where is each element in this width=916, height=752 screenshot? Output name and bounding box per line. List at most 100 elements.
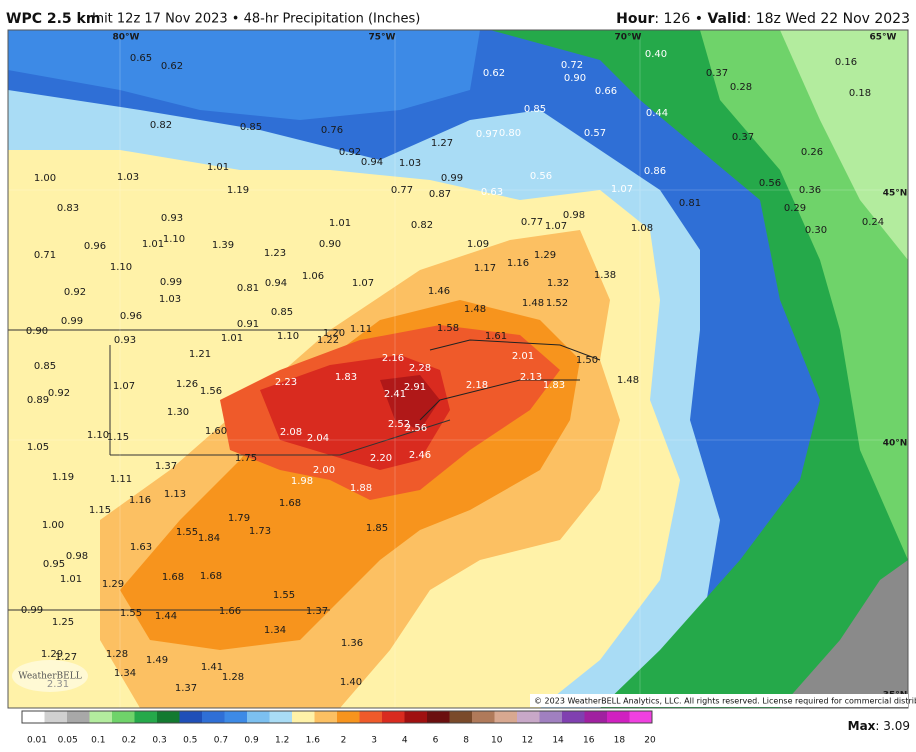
precip-value: 0.66: [595, 86, 617, 97]
colorbar-cell: [22, 711, 45, 723]
colorbar-cell: [179, 711, 203, 723]
precip-value: 2.56: [405, 423, 427, 434]
precip-value: 1.16: [129, 495, 151, 506]
graticule-label: 65°W: [870, 33, 897, 43]
colorbar-tick-label: 0.5: [183, 736, 197, 746]
precip-value: 1.83: [335, 372, 357, 383]
precip-value: 1.08: [631, 223, 653, 234]
precip-value: 0.94: [361, 157, 383, 168]
precip-value: 0.83: [57, 203, 79, 214]
precip-value: 0.65: [130, 53, 152, 64]
colorbar-cell: [67, 711, 90, 723]
precip-value: 0.90: [564, 73, 586, 84]
pale-green-zone: [780, 30, 908, 260]
precip-value: 1.13: [164, 489, 186, 500]
boundaries: [8, 329, 451, 611]
precip-value: 2.28: [409, 363, 431, 374]
precip-value: 2.91: [404, 382, 426, 393]
precip-value: 0.86: [644, 166, 666, 177]
precip-value: 1.10: [163, 234, 185, 245]
precip-value: 1.01: [207, 162, 229, 173]
precip-value: 1.23: [264, 248, 286, 259]
colorbar-tick-label: 10: [491, 736, 503, 746]
graticule-label: 70°W: [615, 33, 642, 43]
precip-value: 1.58: [437, 323, 459, 334]
precip-value: 2.41: [384, 389, 406, 400]
precip-value: 0.24: [862, 217, 884, 228]
colorbar-cell: [427, 711, 450, 723]
precip-value: 1.52: [546, 298, 568, 309]
precip-value: 1.84: [198, 533, 220, 544]
precip-value: 1.49: [146, 655, 168, 666]
colorbar-tick-label: 8: [463, 736, 469, 746]
precip-value: 0.18: [849, 88, 871, 99]
precip-value: 0.77: [391, 185, 413, 196]
colorbar-tick-label: 2: [341, 736, 347, 746]
colorbar-cell: [337, 711, 360, 723]
precip-value: 0.91: [237, 319, 259, 330]
colorbar-tick-label: 3: [371, 736, 377, 746]
precip-value: 0.57: [584, 128, 606, 139]
precip-value: 1.29: [41, 649, 63, 660]
precip-value: 1.63: [130, 542, 152, 553]
precip-value: 1.37: [155, 461, 177, 472]
precip-value: 1.01: [60, 574, 82, 585]
graticule-label: 40°N: [883, 439, 908, 449]
precip-value: 1.50: [576, 355, 598, 366]
precip-value: 1.34: [114, 668, 136, 679]
precip-value: 0.16: [835, 57, 857, 68]
colorbar-tick-label: 0.9: [244, 736, 259, 746]
colorbar-cell: [607, 711, 630, 723]
precip-value: 0.98: [66, 551, 88, 562]
colorbar-cell: [157, 711, 180, 723]
logo: WeatherBELL: [18, 672, 81, 682]
precip-value: 1.48: [617, 375, 639, 386]
precip-value: 0.98: [563, 210, 585, 221]
precip-value: 0.95: [43, 559, 65, 570]
colorbar-tick-label: 1.2: [275, 736, 289, 746]
precip-value: 2.00: [313, 465, 335, 476]
precip-value: 0.85: [240, 122, 262, 133]
precip-value: 0.37: [732, 132, 754, 143]
precip-value: 2.23: [275, 377, 297, 388]
precip-value: 1.28: [106, 649, 128, 660]
precip-value: 1.28: [222, 672, 244, 683]
precip-value: 1.27: [55, 652, 77, 663]
precip-value: 1.00: [34, 173, 56, 184]
colorbar-cell: [247, 711, 270, 723]
colorbar-frame: [21, 710, 653, 724]
precip-value: 1.68: [279, 498, 301, 509]
precip-value: 0.62: [483, 68, 505, 79]
graticule-label: 80°W: [113, 33, 140, 43]
precip-value: 1.83: [543, 380, 565, 391]
colorbar-tick-label: 14: [552, 736, 564, 746]
precip-value: 1.25: [52, 617, 74, 628]
precip-value: 0.96: [84, 241, 106, 252]
precip-value: 1.11: [110, 474, 132, 485]
model-name: WPC 2.5 km: [6, 11, 100, 27]
precip-value: 0.72: [561, 60, 583, 71]
colorbar-tick-label: 0.2: [122, 736, 136, 746]
precip-value: 1.36: [341, 638, 363, 649]
map-border: [7, 29, 909, 709]
graticule-label: 75°W: [369, 33, 396, 43]
precip-value: 2.20: [370, 453, 392, 464]
precip-value: 0.28: [730, 82, 752, 93]
colorbar-cell: [134, 711, 158, 723]
precip-value: 1.10: [110, 262, 132, 273]
precip-value: 2.04: [307, 433, 329, 444]
precip-value: 2.52: [388, 419, 410, 430]
precip-value: 1.46: [428, 286, 450, 297]
precip-value: 1.03: [399, 158, 421, 169]
colorbar-cell: [202, 711, 225, 723]
colorbar-tick-label: 0.1: [91, 736, 105, 746]
precip-value: 0.80: [499, 128, 521, 139]
precip-value: 1.01: [221, 333, 243, 344]
precip-value: 0.77: [521, 217, 543, 228]
colorbar-cell: [539, 711, 563, 723]
precip-value: 0.96: [120, 311, 142, 322]
precip-value: 0.92: [48, 388, 70, 399]
colorbar-tick-label: 12: [522, 736, 533, 746]
colorbar-cell: [449, 711, 473, 723]
